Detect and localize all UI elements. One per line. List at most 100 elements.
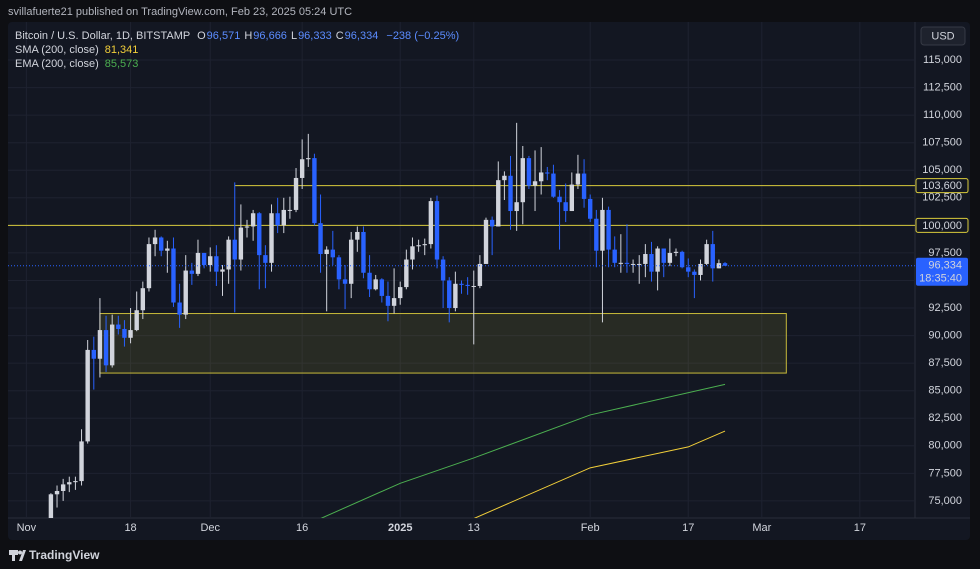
- candle-body: [269, 213, 274, 263]
- candle-body: [232, 239, 237, 260]
- candle-body: [79, 441, 84, 482]
- x-tick-label: 17: [682, 522, 694, 534]
- candle-body: [612, 249, 617, 263]
- candle-body: [385, 295, 391, 306]
- y-tick-label: 110,000: [923, 109, 962, 121]
- candle-body: [312, 158, 317, 224]
- candle-body: [630, 263, 636, 265]
- candle-body: [618, 262, 624, 264]
- x-tick-label: 16: [296, 522, 308, 534]
- candle-body: [575, 173, 581, 185]
- y-tick-label: 75,000: [928, 495, 962, 507]
- price-label: 96,334: [928, 260, 962, 272]
- candle-body: [195, 252, 201, 274]
- candle-body: [48, 494, 54, 518]
- candle-body: [373, 279, 378, 290]
- legend-value: 96,333: [298, 30, 332, 42]
- footer-logo: [9, 550, 26, 561]
- candle-body: [201, 252, 207, 266]
- candle-body: [538, 172, 544, 182]
- y-tick-label: 97,500: [928, 247, 962, 259]
- plot: [8, 122, 915, 518]
- candle-body: [520, 158, 525, 203]
- candle-body: [287, 209, 293, 211]
- candle-body: [189, 270, 195, 274]
- y-tick-label: 80,000: [928, 440, 962, 452]
- candle-body: [355, 231, 360, 240]
- legend-value: 96,666: [253, 30, 287, 42]
- candle-body: [471, 285, 476, 287]
- candle-body: [606, 209, 611, 250]
- candle-body: [177, 302, 182, 315]
- legend-change: −238 (−0.25%): [386, 30, 460, 42]
- candle-body: [208, 256, 213, 266]
- level-label: 103,600: [922, 180, 962, 192]
- candle-body: [698, 263, 703, 275]
- candle-body: [679, 251, 685, 268]
- candle-body: [465, 284, 470, 286]
- y-tick-label: 92,500: [928, 302, 962, 314]
- candle-body: [459, 283, 464, 285]
- candle-body: [673, 251, 679, 253]
- candle-body: [686, 267, 691, 272]
- candle-body: [97, 330, 103, 359]
- candle-body: [532, 181, 538, 186]
- candle-body: [391, 298, 397, 306]
- currency[interactable]: USD: [931, 30, 954, 42]
- candle-body: [109, 324, 115, 366]
- candle-body: [704, 244, 709, 264]
- candle-body: [489, 219, 495, 227]
- x-tick-label: Nov: [17, 522, 37, 534]
- candle-body: [257, 213, 262, 256]
- candle-body: [453, 283, 458, 309]
- candle-body: [116, 324, 121, 329]
- candle-body: [220, 269, 225, 272]
- candle-body: [722, 263, 728, 266]
- indicator-line: [320, 383, 726, 518]
- candle-body: [526, 158, 532, 186]
- level-label-box: [915, 178, 969, 194]
- header: svillafuerte21 published on TradingView.…: [8, 6, 352, 18]
- candle-body: [600, 209, 605, 251]
- chart-panel: [8, 22, 970, 540]
- candle-body: [306, 158, 311, 160]
- candle-body: [447, 280, 452, 309]
- level-label-box: [915, 217, 969, 233]
- x-tick-label: Feb: [581, 522, 600, 534]
- candle-body: [416, 245, 421, 247]
- candle-body: [594, 218, 599, 251]
- candle-body: [661, 248, 666, 263]
- y-tick-label: 112,500: [923, 81, 962, 93]
- candle-body: [128, 330, 133, 338]
- y-tick-label: 90,000: [928, 329, 962, 341]
- candle-body: [502, 175, 507, 181]
- y-tick-label: 77,500: [928, 467, 962, 479]
- currency-button[interactable]: [920, 26, 966, 46]
- candle-body: [692, 271, 697, 275]
- candle-body: [293, 177, 299, 210]
- candle-body: [263, 255, 268, 263]
- candle-body: [637, 263, 642, 265]
- candle-body: [514, 202, 519, 212]
- indicator-line: [473, 430, 726, 518]
- legend-title: Bitcoin / U.S. Dollar, 1D, BITSTAMP: [15, 30, 191, 42]
- candle-body: [496, 180, 501, 227]
- candle-body: [348, 239, 354, 284]
- candle-body: [404, 259, 409, 288]
- axes: 75,000 77,500 80,000 82,500 85,000 87,500 90,0…: [17, 54, 969, 534]
- candle-body: [336, 257, 342, 280]
- indicator-row: SMA (200, close) 81,341: [15, 43, 459, 57]
- candle-body: [146, 244, 152, 289]
- candle-body: [140, 288, 146, 311]
- candle-body: [324, 249, 329, 255]
- y-tick-label: 82,500: [928, 412, 962, 424]
- legend-row: Bitcoin / U.S. Dollar, 1D, BITSTAMP O96,…: [15, 29, 459, 43]
- support-zone: [99, 313, 787, 374]
- candle-body: [122, 328, 127, 338]
- legend-key: C: [335, 30, 344, 42]
- candle-body: [134, 310, 139, 331]
- candle-body: [165, 248, 170, 251]
- candle-body: [318, 223, 323, 255]
- candle-body: [428, 201, 434, 245]
